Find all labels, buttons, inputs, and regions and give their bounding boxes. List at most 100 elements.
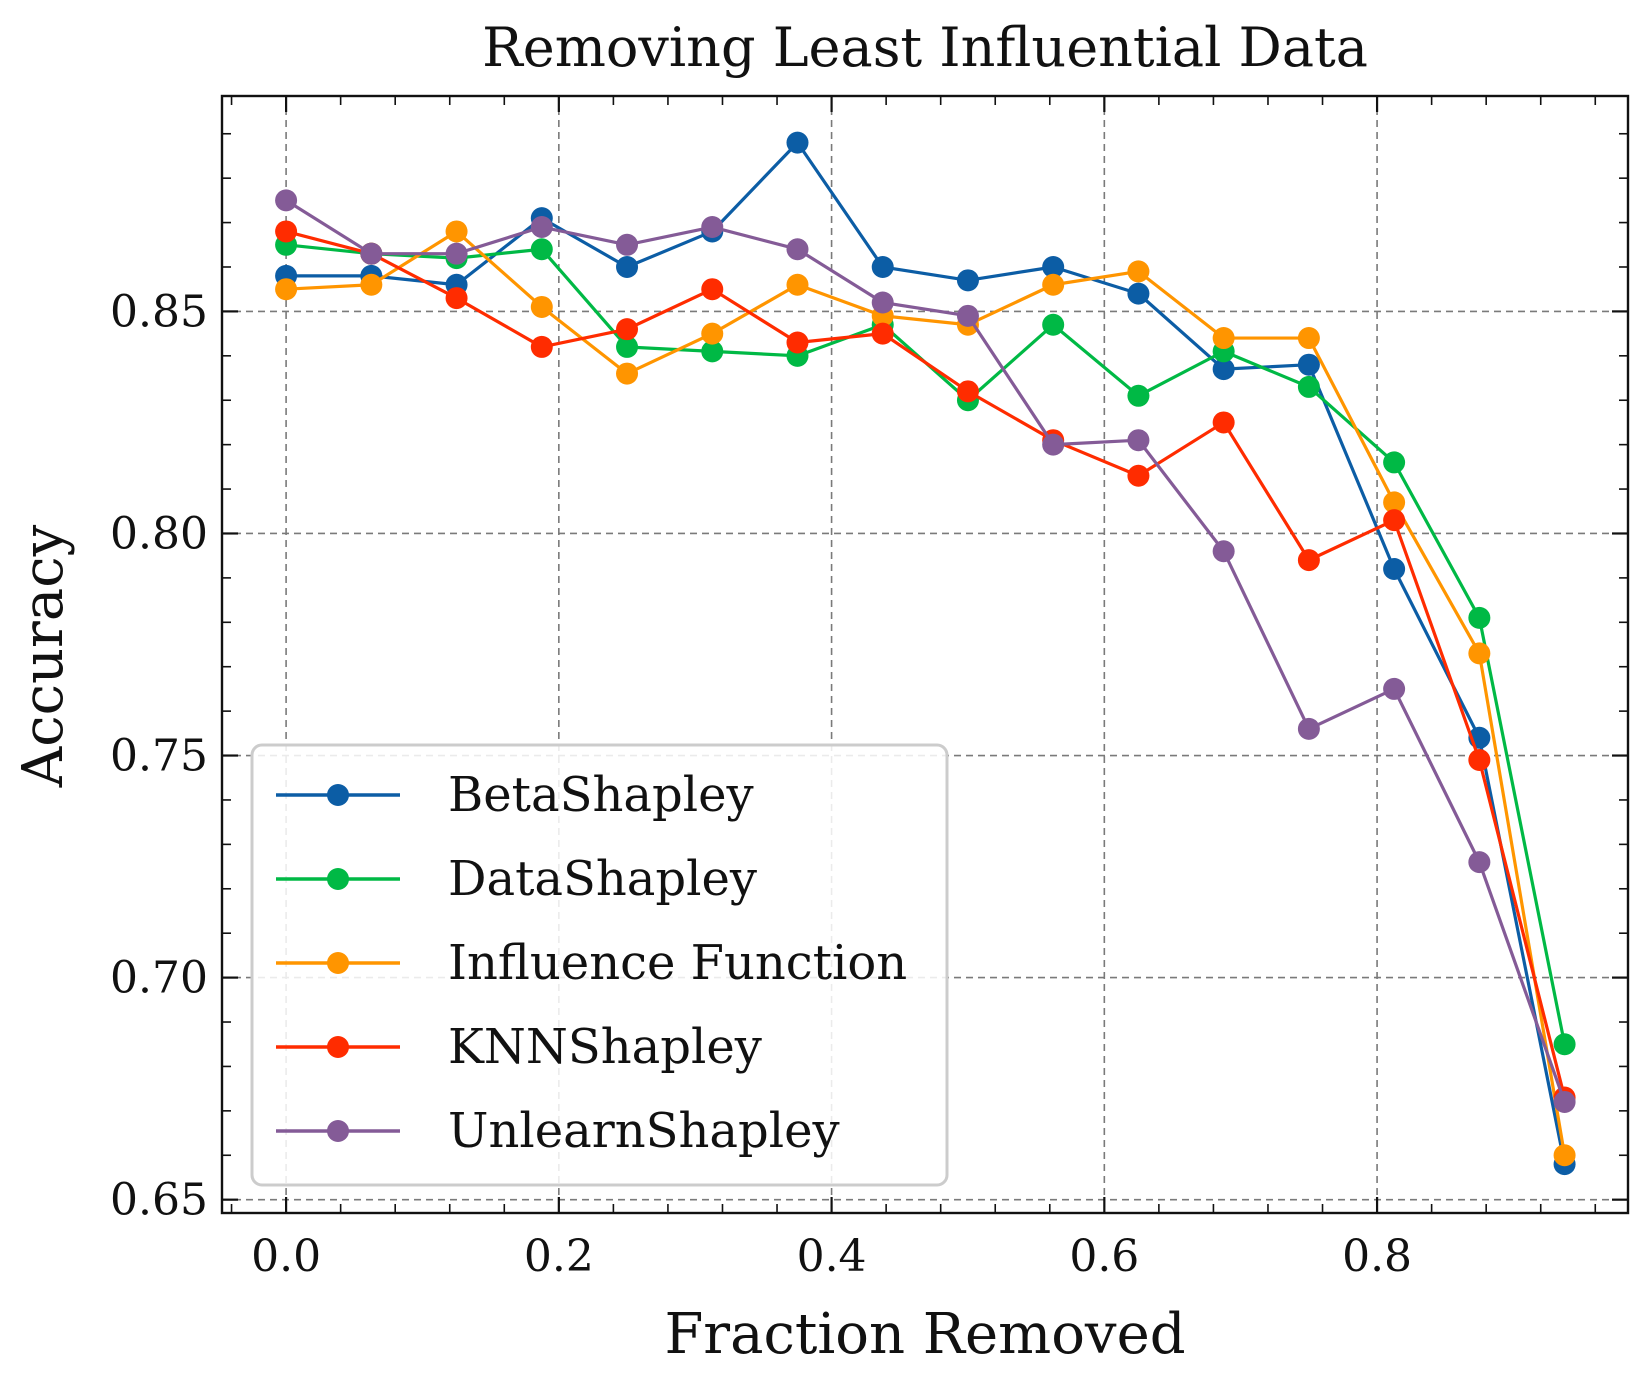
data-point <box>786 331 809 354</box>
legend-entry: DataShapley <box>276 851 757 907</box>
data-point <box>871 291 894 314</box>
series-unlearnshapley <box>275 189 1576 1113</box>
data-point <box>1127 282 1150 305</box>
data-point <box>1383 509 1406 532</box>
data-point <box>956 269 979 292</box>
legend-label: KNNShapley <box>448 1019 762 1075</box>
data-point <box>1297 327 1320 350</box>
data-point <box>275 220 298 243</box>
data-point <box>360 273 383 296</box>
data-point <box>1212 327 1235 350</box>
data-point <box>1468 642 1491 665</box>
data-point <box>701 322 724 345</box>
data-point <box>1127 384 1150 407</box>
data-point <box>956 380 979 403</box>
data-point <box>786 131 809 154</box>
data-point <box>616 318 639 341</box>
data-point <box>1042 433 1065 456</box>
data-point <box>445 287 468 310</box>
data-point <box>445 220 468 243</box>
data-point <box>1042 273 1065 296</box>
data-point <box>1127 429 1150 452</box>
data-point <box>530 216 553 239</box>
data-point <box>701 340 724 363</box>
legend-box <box>250 743 949 1187</box>
data-point <box>786 273 809 296</box>
legend-marker <box>327 784 349 806</box>
data-point <box>1383 677 1406 700</box>
data-point <box>1297 717 1320 740</box>
series-layer <box>275 131 1576 1176</box>
data-point <box>1042 255 1065 278</box>
series-line <box>286 141 1567 1165</box>
y-tick-label: 0.75 <box>110 731 208 782</box>
legend-label: UnlearnShapley <box>448 1103 840 1159</box>
series-line <box>286 229 1567 1156</box>
data-point <box>1553 1144 1576 1167</box>
data-point <box>445 242 468 265</box>
x-tick-label: 0.4 <box>797 1231 867 1282</box>
plot-frame <box>220 94 1630 1215</box>
series-line <box>285 229 1567 1098</box>
legend-label: BetaShapley <box>448 767 754 823</box>
data-point <box>616 255 639 278</box>
data-point <box>1468 606 1491 629</box>
legend-label: Influence Function <box>448 935 907 991</box>
data-point <box>1212 358 1235 381</box>
data-point <box>616 335 639 358</box>
data-point <box>1468 748 1491 771</box>
data-point <box>530 335 553 358</box>
x-tick-label: 0.2 <box>524 1231 594 1282</box>
data-point <box>1468 851 1491 874</box>
x-tick-label: 0.0 <box>251 1231 321 1282</box>
x-tick-label: 0.8 <box>1342 1231 1412 1282</box>
legend-entry: KNNShapley <box>276 1019 762 1075</box>
data-point <box>1553 1033 1576 1056</box>
legend-entry: Influence Function <box>276 935 907 991</box>
data-point <box>1127 260 1150 283</box>
data-point <box>871 255 894 278</box>
data-point <box>275 278 298 301</box>
chart-title: Removing Least Influential Data <box>482 16 1368 79</box>
data-point <box>530 295 553 318</box>
legend-marker <box>327 868 349 890</box>
axes: 0.0 0.2 0.4 0.6 0.8 0.65 0.70 0.75 0.80 0.85 <box>110 94 1630 1282</box>
data-point <box>530 238 553 261</box>
data-point <box>1297 353 1320 376</box>
data-point <box>1212 411 1235 434</box>
data-point <box>1383 491 1406 514</box>
data-point <box>360 242 383 265</box>
data-point <box>616 362 639 385</box>
y-tick-label: 0.80 <box>110 508 208 559</box>
data-point <box>1297 375 1320 398</box>
data-point <box>701 278 724 301</box>
data-point <box>786 238 809 261</box>
x-tick-label: 0.6 <box>1069 1231 1139 1282</box>
y-tick-label: 0.70 <box>110 953 208 1004</box>
legend-label: DataShapley <box>448 851 757 907</box>
data-point <box>616 233 639 256</box>
data-point <box>1127 464 1150 487</box>
legend: BetaShapley DataShapley Influence Function… <box>250 743 949 1187</box>
legend-marker <box>327 1036 349 1058</box>
legend-marker <box>327 952 349 974</box>
data-point <box>275 189 298 212</box>
legend-entry: UnlearnShapley <box>276 1103 840 1159</box>
data-point <box>871 322 894 345</box>
y-tick-label: 0.85 <box>110 286 208 337</box>
data-point <box>1383 451 1406 474</box>
data-point <box>1042 313 1065 336</box>
legend-entry: BetaShapley <box>276 767 754 823</box>
data-point <box>1553 1090 1576 1113</box>
data-point <box>1297 549 1320 572</box>
data-point <box>701 216 724 239</box>
data-point <box>1383 558 1406 581</box>
data-point <box>956 304 979 327</box>
y-tick-label: 0.65 <box>110 1175 208 1226</box>
x-axis-label: Fraction Removed <box>664 1302 1185 1367</box>
legend-marker <box>327 1120 349 1142</box>
series-line <box>285 199 1567 1103</box>
data-point <box>1212 540 1235 563</box>
y-axis-label: Accuracy <box>11 524 76 788</box>
